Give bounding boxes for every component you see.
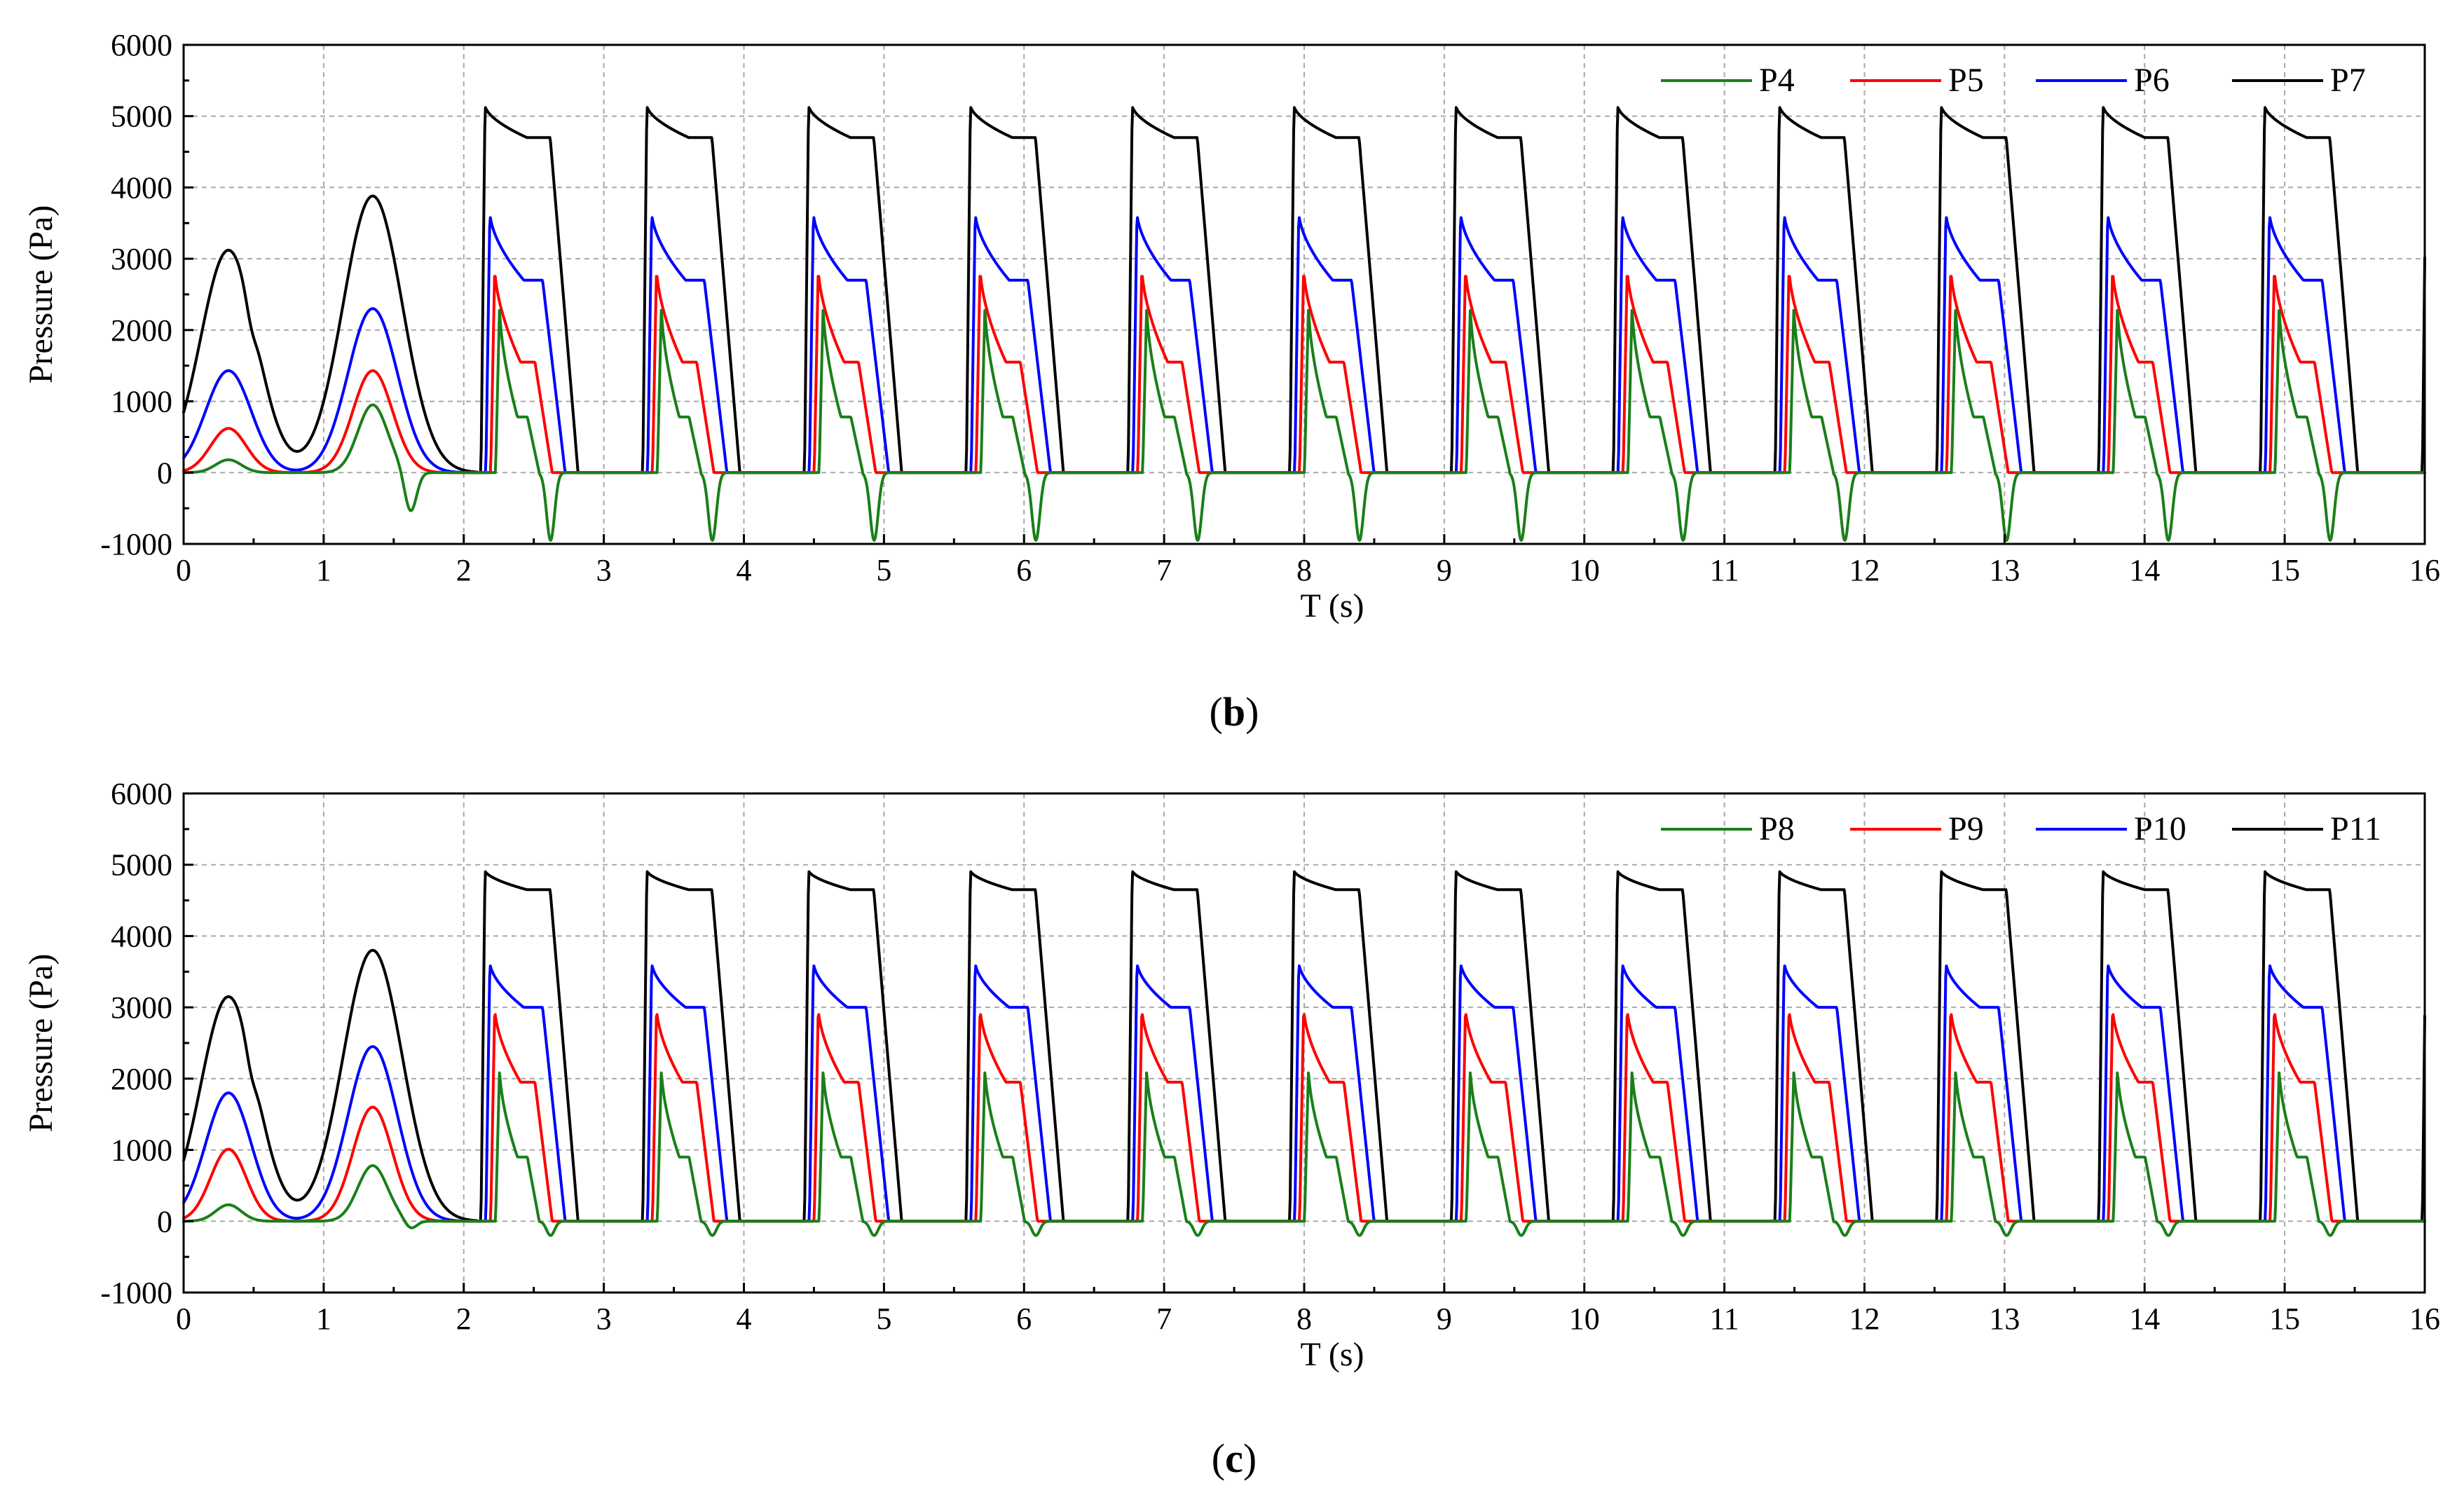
x-tick-label: 0: [176, 1302, 191, 1336]
y-tick-label: 0: [157, 456, 172, 490]
caption-letter: c: [1225, 1436, 1243, 1481]
y-tick-label: 2000: [111, 313, 172, 348]
x-tick-label: 15: [2269, 1302, 2300, 1336]
y-tick-label: 6000: [111, 777, 172, 811]
y-tick-label: -1000: [100, 527, 172, 561]
x-tick-label: 11: [1709, 553, 1739, 587]
y-tick-label: 0: [157, 1204, 172, 1239]
x-tick-label: 15: [2269, 553, 2300, 587]
legend-label-p5: P5: [1948, 62, 1984, 99]
x-axis-title: T (s): [1300, 1336, 1364, 1373]
x-tick-label: 5: [876, 1302, 891, 1336]
panel-caption: (b): [1210, 689, 1259, 735]
y-tick-label: 5000: [111, 100, 172, 134]
legend-label-p7: P7: [2330, 62, 2366, 99]
y-tick-label: 1000: [111, 385, 172, 419]
legend-label-p8: P8: [1759, 810, 1795, 847]
x-tick-label: 16: [2409, 1302, 2440, 1336]
x-tick-label: 14: [2129, 553, 2160, 587]
x-tick-label: 10: [1569, 553, 1600, 587]
x-tick-label: 16: [2409, 553, 2440, 587]
axis-ticks: [182, 43, 2426, 545]
x-tick-label: 6: [1016, 1302, 1032, 1336]
x-tick-label: 4: [737, 553, 752, 587]
legend-label-p6: P6: [2134, 62, 2170, 99]
caption-paren-close: ): [1243, 1436, 1257, 1481]
caption-paren-open: (: [1212, 1436, 1225, 1481]
series-line-p8: [182, 1071, 2426, 1237]
series-line-p4: [182, 308, 2426, 542]
x-tick-label: 2: [456, 1302, 472, 1336]
x-tick-label: 8: [1296, 1302, 1312, 1336]
y-tick-label: 3000: [111, 242, 172, 276]
x-tick-label: 14: [2129, 1302, 2160, 1336]
x-tick-label: 10: [1569, 1302, 1600, 1336]
x-tick-label: 3: [596, 553, 612, 587]
y-tick-labels: -1000 0 1000 2000 3000 4000 5000 6000: [100, 28, 172, 561]
caption-paren-open: (: [1210, 689, 1223, 735]
legend-label-p11: P11: [2330, 810, 2381, 847]
y-axis-title: Pressure (Pa): [22, 954, 60, 1133]
x-tick-label: 5: [876, 553, 891, 587]
x-tick-label: 0: [176, 553, 191, 587]
y-tick-label: 1000: [111, 1133, 172, 1168]
x-tick-label: 1: [316, 1302, 331, 1336]
y-tick-label: 4000: [111, 919, 172, 953]
x-tick-label: 2: [456, 553, 472, 587]
series-lines: [182, 870, 2426, 1237]
x-tick-label: 13: [1989, 1302, 2020, 1336]
legend: P4 P5 P6 P7: [1661, 62, 2366, 99]
x-tick-labels: 0 1 2 3 4 5 6 7 8 9 10 11 12 13 14 15 16: [176, 553, 2440, 587]
y-tick-labels: -1000 0 1000 2000 3000 4000 5000 6000: [100, 777, 172, 1310]
caption-letter: b: [1223, 689, 1245, 735]
panel-caption: (c): [1212, 1436, 1257, 1481]
x-tick-label: 6: [1016, 553, 1032, 587]
y-axis-title: Pressure (Pa): [22, 205, 60, 384]
x-tick-label: 12: [1849, 1302, 1880, 1336]
x-axis-title: T (s): [1300, 587, 1364, 625]
legend-label-p10: P10: [2134, 810, 2186, 847]
legend-label-p4: P4: [1759, 62, 1795, 99]
x-tick-label: 8: [1296, 553, 1312, 587]
x-tick-label: 7: [1156, 1302, 1172, 1336]
y-tick-label: 4000: [111, 170, 172, 205]
x-tick-label: 9: [1437, 553, 1452, 587]
x-tick-labels: 0 1 2 3 4 5 6 7 8 9 10 11 12 13 14 15 16: [176, 1302, 2440, 1336]
y-tick-label: -1000: [100, 1276, 172, 1310]
x-tick-label: 3: [596, 1302, 612, 1336]
series-lines: [182, 106, 2426, 542]
x-tick-label: 12: [1849, 553, 1880, 587]
legend: P8 P9 P10 P11: [1661, 810, 2381, 847]
x-tick-label: 1: [316, 553, 331, 587]
x-tick-label: 7: [1156, 553, 1172, 587]
x-tick-label: 11: [1709, 1302, 1739, 1336]
chart-panel-b: 0 1 2 3 4 5 6 7 8 9 10 11 12 13 14 15 16 -10000100020003…: [22, 28, 2440, 735]
chart-panel-c: 0 1 2 3 4 5 6 7 8 9 10 11 12 13 14 15 16 -10000100020003…: [22, 777, 2440, 1481]
legend-label-p9: P9: [1948, 810, 1984, 847]
y-tick-label: 5000: [111, 848, 172, 882]
axis-ticks: [182, 792, 2426, 1294]
y-tick-label: 3000: [111, 990, 172, 1025]
y-tick-label: 6000: [111, 28, 172, 62]
caption-paren-close: ): [1245, 689, 1259, 735]
x-tick-label: 13: [1989, 553, 2020, 587]
x-tick-label: 4: [737, 1302, 752, 1336]
x-tick-label: 9: [1437, 1302, 1452, 1336]
y-tick-label: 2000: [111, 1062, 172, 1096]
